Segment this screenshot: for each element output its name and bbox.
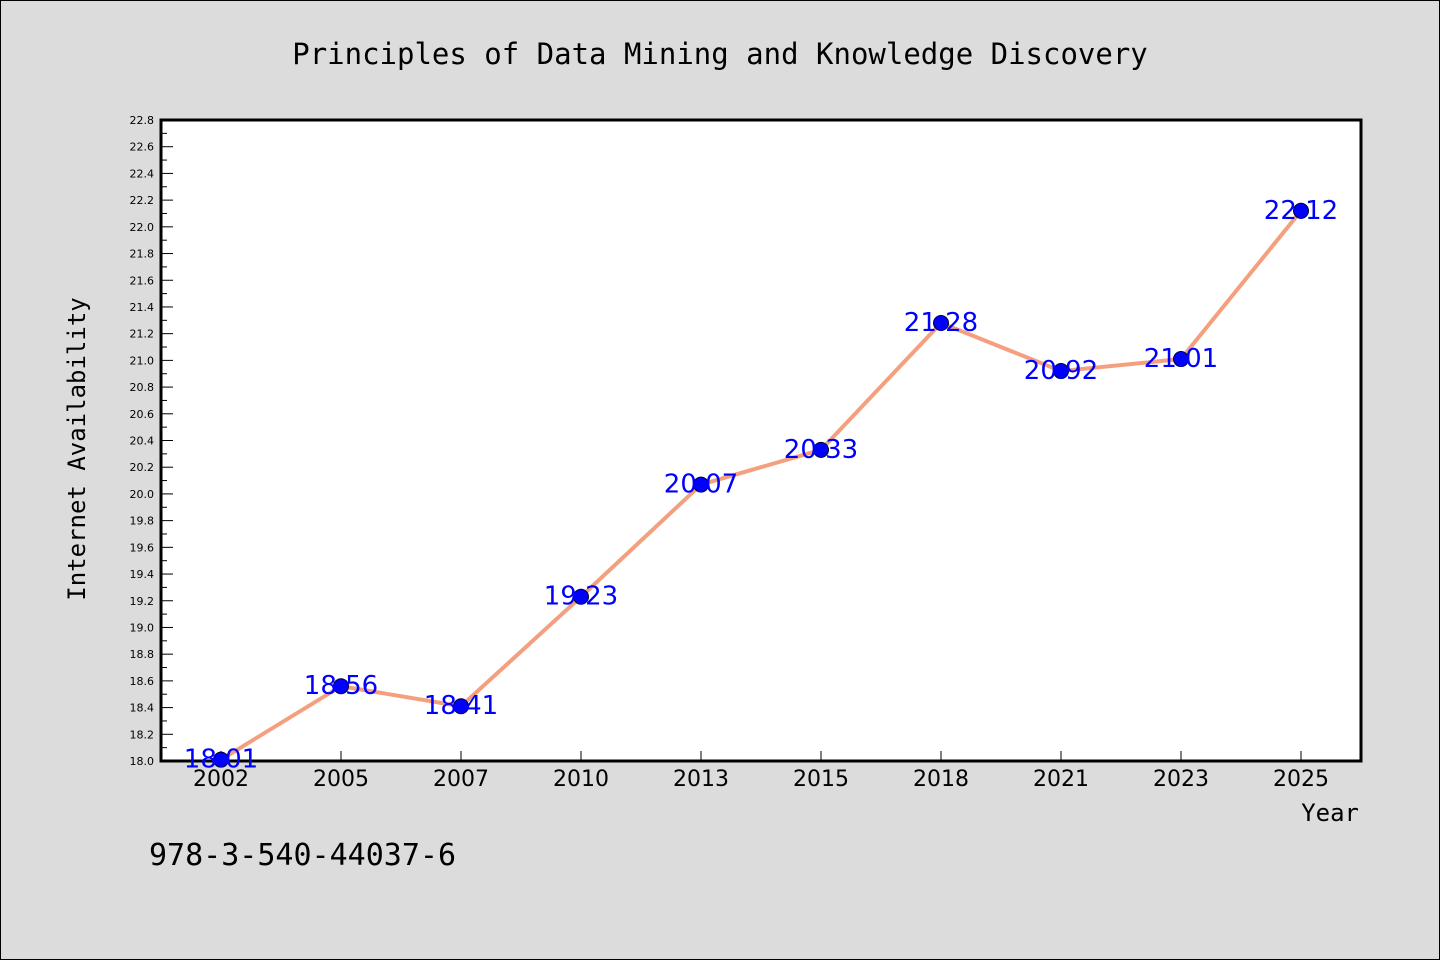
y-tick-label: 18.4: [130, 702, 155, 715]
data-label: 20.33: [784, 435, 858, 465]
y-tick-label: 18.8: [130, 648, 155, 661]
x-tick-label: 2018: [913, 767, 969, 792]
y-tick-label: 19.0: [130, 621, 155, 634]
data-point-marker: [213, 751, 229, 768]
y-tick-label: 19.8: [130, 515, 155, 528]
y-tick-label: 20.4: [130, 435, 155, 448]
data-point-marker: [453, 698, 469, 715]
y-tick-label: 18.6: [130, 675, 155, 688]
x-tick-label: 2015: [793, 767, 849, 792]
data-point-marker: [1173, 351, 1189, 368]
y-tick-label: 20.8: [130, 381, 155, 394]
plot-area: [159, 118, 1363, 763]
data-label: 21.01: [1144, 344, 1218, 374]
y-tick-label: 21.2: [130, 328, 155, 341]
x-axis-label: Year: [1301, 799, 1359, 827]
y-tick-label: 19.2: [130, 595, 155, 608]
data-label: 20.92: [1024, 356, 1098, 386]
data-point-marker: [813, 441, 829, 458]
series-layer: 18.01 18.56 18.41 19.23 20.07 20.33 21.28 20.92…: [184, 196, 1338, 775]
y-tick-label: 22.2: [130, 194, 155, 207]
y-tick-label: 22.8: [130, 114, 155, 127]
data-label: 18.41: [424, 691, 498, 721]
data-point-marker: [333, 678, 349, 695]
series-line: [219, 209, 1303, 762]
data-label: 22.12: [1264, 196, 1338, 226]
data-label: 18.01: [184, 745, 258, 775]
y-tick-label: 18.0: [130, 755, 155, 768]
data-label: 20.07: [664, 470, 738, 500]
y-tick-label: 20.6: [130, 408, 155, 421]
x-tick-label: 2013: [673, 767, 729, 792]
data-point-marker: [693, 476, 709, 493]
y-tick-label: 21.0: [130, 354, 155, 367]
x-tick-label: 2025: [1273, 767, 1329, 792]
y-tick-label: 19.4: [130, 568, 155, 581]
x-tick-label: 2002: [193, 767, 249, 792]
y-tick-label: 21.6: [130, 274, 155, 287]
x-axis: 2002 2005 2007 2010 2013 2015 2018 2021 2023 2025: [193, 751, 1329, 792]
y-axis-label: Internet Availability: [63, 297, 91, 600]
data-point-marker: [1293, 202, 1309, 219]
data-label: 21.28: [904, 308, 978, 338]
data-point-marker: [1053, 363, 1069, 380]
y-axis: 18.0 18.2 18.4 18.6 18.8 19.0 19.2 19.4 19.6 19.8…: [130, 114, 173, 768]
y-tick-label: 22.6: [130, 141, 155, 154]
x-tick-label: 2007: [433, 767, 489, 792]
x-tick-label: 2021: [1033, 767, 1089, 792]
x-tick-label: 2005: [313, 767, 369, 792]
y-tick-label: 20.2: [130, 461, 155, 474]
y-tick-label: 20.0: [130, 488, 155, 501]
x-tick-label: 2010: [553, 767, 609, 792]
y-tick-label: 21.4: [130, 301, 155, 314]
y-tick-label: 21.8: [130, 248, 155, 261]
data-point-marker: [573, 588, 589, 605]
y-tick-label: 18.2: [130, 728, 155, 741]
x-tick-label: 2023: [1153, 767, 1209, 792]
y-tick-label: 22.4: [130, 167, 155, 180]
y-tick-label: 22.0: [130, 221, 155, 234]
data-label: 19.23: [544, 582, 618, 612]
y-tick-label: 19.6: [130, 541, 155, 554]
chart-title: Principles of Data Mining and Knowledge …: [292, 37, 1148, 71]
data-label: 18.56: [304, 671, 378, 701]
isbn-footer: 978-3-540-44037-6: [149, 838, 456, 873]
data-point-marker: [933, 314, 949, 331]
